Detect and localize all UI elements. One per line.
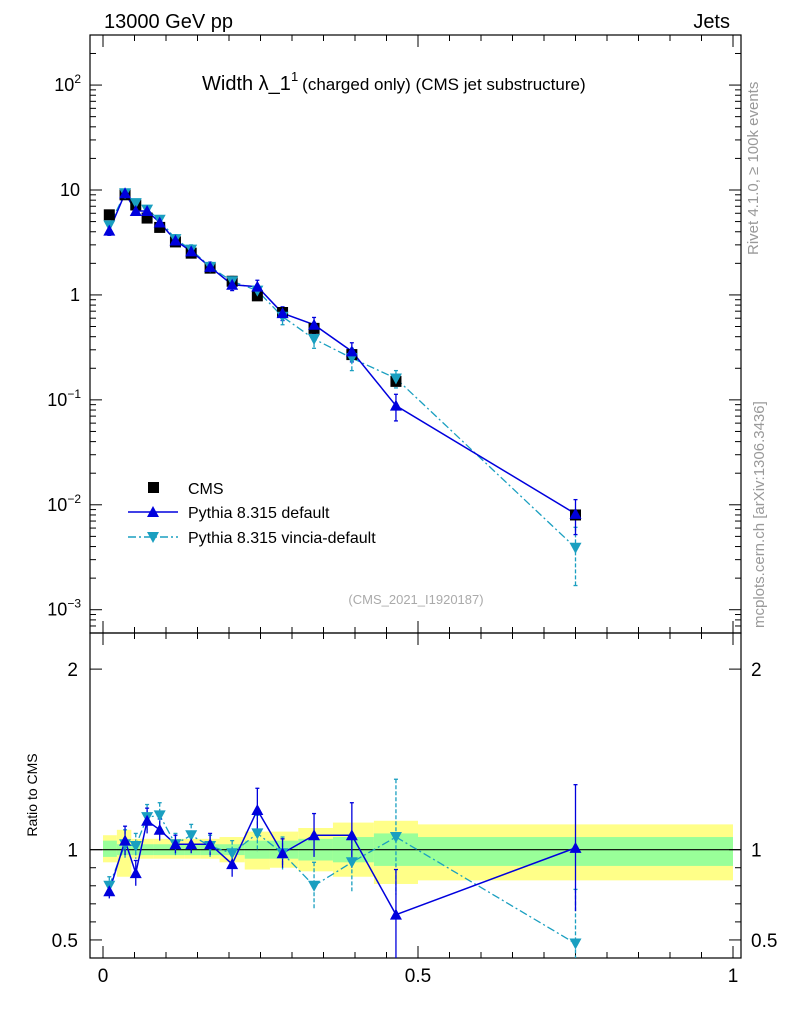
main-y-tick-label: 10−3 (47, 597, 81, 620)
legend-vincia-label: Pythia 8.315 vincia-default (188, 530, 376, 547)
main-y-tick-base: 10 (54, 75, 74, 95)
ratio-pythia-point (308, 829, 321, 841)
ratio-pythia-point (103, 885, 116, 897)
pythia-point (103, 224, 116, 236)
vincia-point (389, 373, 402, 385)
pythia-point (226, 278, 239, 290)
legend-vincia-marker (147, 532, 159, 543)
ratio-pythia-point (141, 814, 154, 826)
header-right-label: Jets (693, 11, 730, 33)
pythia-point (129, 205, 142, 217)
main-y-tick-label: 10 (60, 180, 80, 200)
main-title-text: Width λ_1 (202, 73, 291, 95)
ratio-pythia-point (129, 867, 142, 879)
ratio-y-tick-label-left: 1 (67, 841, 78, 862)
ratio-ylabel: Ratio to CMS (24, 753, 40, 836)
main-y-tick-base: 10 (47, 600, 67, 620)
pythia-point (141, 205, 154, 217)
pythia-point (153, 216, 166, 228)
ratio-vincia-point (153, 810, 166, 822)
legend: CMS Pythia 8.315 default Pythia 8.315 vi… (128, 481, 376, 547)
ratio-pythia-point (276, 847, 289, 859)
ratio-y-tick-label-right: 1 (751, 841, 762, 862)
ratio-vincia-point (251, 828, 264, 840)
ratio-plot-frame (89, 632, 742, 959)
ratio-y-tick-label-right: 2 (751, 660, 762, 681)
main-y-tick-label: 10−1 (47, 387, 81, 410)
main-y-tick-base: 1 (70, 285, 80, 305)
ratio-pythia-point (153, 823, 166, 835)
ratio-vincia-point (226, 848, 239, 860)
main-y-tick-label: 1 (70, 285, 80, 305)
ratio-pythia-point (204, 838, 217, 850)
main-y-tick-base: 10 (60, 180, 80, 200)
main-y-tick-base: 10 (47, 495, 67, 515)
cms-point (141, 212, 153, 224)
ratio-vincia-point (389, 832, 402, 844)
pythia-point (389, 399, 402, 411)
ratio-x-tick-label: 0.5 (405, 966, 431, 987)
main-y-tick-base: 10 (47, 390, 67, 410)
ratio-pythia-point (169, 838, 182, 850)
ratio-pythia-point (226, 858, 239, 870)
ratio-pythia-point (251, 803, 264, 815)
ratio-vincia-point (129, 841, 142, 853)
ratio-pythia-point (389, 908, 402, 920)
pythia-point (169, 234, 182, 246)
ratio-series (103, 778, 582, 958)
ratio-x-tick-label: 0 (98, 966, 109, 987)
vincia-point (308, 334, 321, 346)
main-y-tick-exp: −3 (67, 597, 81, 611)
main-y-tick-label: 102 (54, 72, 81, 95)
pythia-point (276, 307, 289, 319)
rivet-label: Rivet 4.1.0, ≥ 100k events (745, 82, 762, 255)
ratio-vincia-point (345, 857, 358, 869)
ratio-vincia-point (569, 938, 582, 950)
vincia-point (569, 542, 582, 554)
ratio-pythia-point (119, 834, 132, 846)
pythia-point (185, 245, 198, 257)
pythia-point (569, 507, 582, 519)
main-title: Width λ_11 (charged only) (CMS jet substr… (202, 69, 586, 95)
pythia-point (119, 187, 132, 199)
header-left-label: 13000 GeV pp (104, 11, 233, 33)
main-y-tick-exp: 2 (74, 72, 81, 86)
ratio-pythia-point (569, 841, 582, 853)
pythia-point (345, 345, 358, 357)
main-series (103, 187, 582, 587)
ratio-y-tick-label-left: 2 (67, 660, 78, 681)
legend-cms-marker (148, 482, 159, 493)
ratio-vincia-point (185, 830, 198, 842)
main-title-sup: 1 (291, 69, 298, 84)
ratio-y-tick-label-right: 0.5 (751, 931, 777, 952)
ratio-band-inner (103, 840, 117, 857)
ratio-pythia-point (185, 838, 198, 850)
main-y-tick-exp: −2 (67, 492, 81, 506)
legend-pythia-label: Pythia 8.315 default (188, 505, 330, 522)
vincia-point (129, 198, 142, 210)
ratio-x-tick-label: 1 (728, 966, 739, 987)
ratio-pythia-point (345, 829, 358, 841)
main-y-tick-exp: −1 (67, 387, 81, 401)
legend-cms-label: CMS (188, 481, 224, 498)
analysis-label: (CMS_2021_I1920187) (348, 592, 483, 607)
ratio-vincia-point (308, 880, 321, 892)
legend-pythia-marker (147, 506, 159, 517)
pythia-point (308, 318, 321, 330)
pythia-point (251, 280, 264, 292)
main-y-tick-label: 10−2 (47, 492, 81, 515)
ratio-axes: 0.5 0.5 1 1 2 2 0 0.5 1 (52, 633, 777, 987)
cms-point (103, 209, 115, 221)
pythia-point (204, 260, 217, 272)
mcplots-label: mcplots.cern.ch [arXiv:1306.3436] (751, 401, 768, 628)
main-title-sub: (charged only) (CMS jet substructure) (302, 75, 585, 94)
ratio-y-tick-label-left: 0.5 (52, 931, 78, 952)
